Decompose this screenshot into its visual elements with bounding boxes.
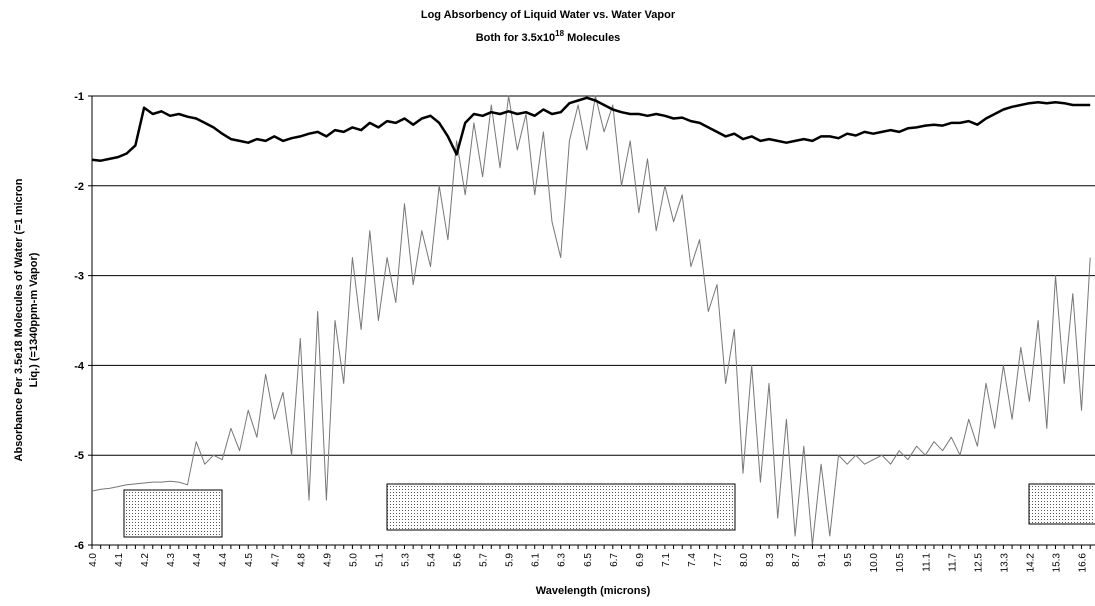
y-axis-label: Absorbance Per 3.5e18 Molecules of Water… <box>13 178 25 461</box>
x-tick-label: 5.9 <box>505 553 516 567</box>
subtitle-superscript: 18 <box>555 29 564 38</box>
x-tick-label: 6.9 <box>635 553 646 567</box>
x-tick-label: 5.0 <box>348 553 359 567</box>
x-tick-label: 5.1 <box>374 553 385 567</box>
x-tick-label: 4.9 <box>322 553 333 567</box>
x-tick-label: 4.7 <box>270 553 281 567</box>
x-tick-label: 4.5 <box>244 553 255 567</box>
x-tick-label: 6.3 <box>557 553 568 567</box>
x-tick-label: 5.6 <box>453 553 464 567</box>
band-box <box>123 489 223 538</box>
x-tick-label: 4.8 <box>296 553 307 567</box>
x-tick-label: 4.0 <box>88 553 99 567</box>
x-tick-label: 14.2 <box>1025 553 1036 573</box>
x-tick-label: 11.7 <box>947 553 958 572</box>
x-tick-label: 6.5 <box>583 553 594 567</box>
plot-area: -1 -2 -3 -4 -5 -6 4.0 4.1 4.2 4.3 4.4 4.4 4.5 4.7 4.8 4… <box>74 91 1095 572</box>
x-tick-label: 5.4 <box>427 553 438 567</box>
y-tick-label: -6 <box>74 540 84 552</box>
data-line <box>91 96 1091 162</box>
x-tick-label: 8.0 <box>739 553 750 567</box>
y-tick-label: -1 <box>74 91 84 103</box>
x-tick-label: 9.1 <box>817 553 828 567</box>
x-tick-label: 6.1 <box>531 553 542 567</box>
x-tick-label: 11.1 <box>921 553 932 572</box>
x-tick-label: 4.3 <box>166 553 177 567</box>
x-tick-label: 7.1 <box>661 553 672 567</box>
y-tick-label: -2 <box>74 181 84 193</box>
chart-subtitle: Both for 3.5x1018 Molecules <box>476 29 621 44</box>
y-tick-label: -5 <box>74 450 84 462</box>
x-tick-label: 4.2 <box>140 553 151 567</box>
y-tick-label: -3 <box>74 271 84 283</box>
x-tick-label: 4.4 <box>192 553 203 567</box>
band-box <box>1028 483 1095 525</box>
x-tick-label: 4.1 <box>114 553 125 567</box>
x-tick-label: 5.7 <box>479 553 490 567</box>
x-tick-label: 7.7 <box>713 553 724 567</box>
x-tick-label: 7.4 <box>687 553 698 567</box>
x-tick-label: 4.4 <box>218 553 229 567</box>
x-tick-label: 10.5 <box>895 553 906 573</box>
x-tick-label: 6.7 <box>609 553 620 567</box>
subtitle-part: Both for 3.5x10 <box>476 32 555 44</box>
data-line <box>91 95 1091 546</box>
y-tick-label: -4 <box>74 360 85 372</box>
x-tick-label: 8.3 <box>765 553 776 567</box>
x-axis-label: Wavelength (microns) <box>536 585 651 597</box>
x-tick-label: 5.3 <box>400 553 411 567</box>
x-tick-label: 8.7 <box>791 553 802 567</box>
y-axis-label: Liq.) (=1340ppm-m Vapor) <box>28 252 40 387</box>
x-tick-label: 9.5 <box>843 553 854 567</box>
x-tick-label: 13.3 <box>999 553 1010 573</box>
band-box <box>386 483 736 531</box>
x-tick-label: 10.0 <box>869 553 880 573</box>
x-tick-label: 15.3 <box>1051 553 1062 573</box>
chart-title: Log Absorbency of Liquid Water vs. Water… <box>421 9 676 21</box>
x-tick-label: 12.5 <box>973 553 984 573</box>
x-tick-label: 16.6 <box>1078 553 1089 573</box>
subtitle-part: Molecules <box>564 32 620 44</box>
